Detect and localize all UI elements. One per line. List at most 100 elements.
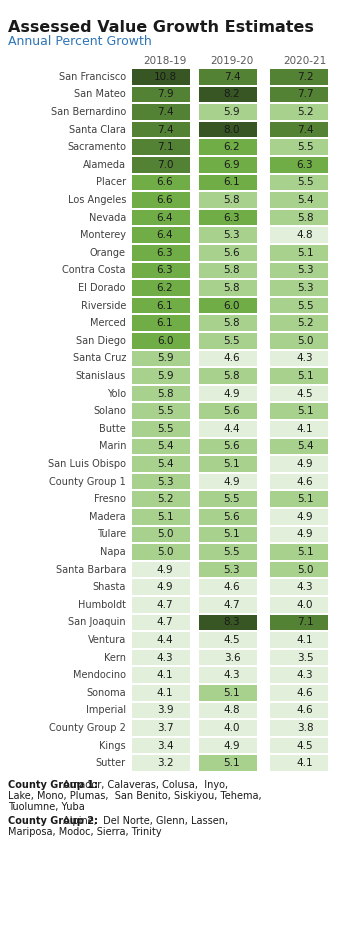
Bar [132,597,190,613]
Bar [199,685,257,701]
Bar [199,351,257,366]
Bar [132,456,190,471]
Text: 5.6: 5.6 [224,407,240,416]
Bar [199,386,257,402]
Bar [199,263,257,279]
Bar [132,720,190,736]
Text: 4.1: 4.1 [297,635,313,645]
Text: 4.9: 4.9 [297,512,313,522]
Bar [199,667,257,683]
Bar [199,650,257,665]
Text: Sonoma: Sonoma [86,688,126,698]
Text: Sutter: Sutter [96,758,126,768]
Text: 4.3: 4.3 [157,653,173,662]
Text: 4.8: 4.8 [297,231,313,240]
Text: 5.8: 5.8 [224,318,240,328]
Bar [199,756,257,771]
Text: 5.5: 5.5 [157,423,173,434]
Text: 4.9: 4.9 [157,565,173,575]
Text: 5.5: 5.5 [224,494,240,504]
Text: Riverside: Riverside [81,300,126,311]
Text: 10.8: 10.8 [154,72,177,82]
Bar [199,297,257,313]
Text: 5.6: 5.6 [224,247,240,258]
Bar [132,580,190,595]
Text: 4.7: 4.7 [157,599,173,610]
Text: Solano: Solano [93,407,126,416]
Bar [270,632,328,647]
Bar [132,421,190,437]
Text: 5.1: 5.1 [297,547,313,557]
Bar [199,544,257,560]
Text: 5.8: 5.8 [224,371,240,381]
Bar [270,87,328,103]
Text: 4.6: 4.6 [297,706,313,715]
Text: 4.9: 4.9 [224,741,240,751]
Bar [132,491,190,507]
Text: 5.3: 5.3 [224,565,240,575]
Text: Placer: Placer [96,178,126,187]
Text: 2018-19: 2018-19 [143,56,187,66]
Bar [270,544,328,560]
Text: 5.4: 5.4 [157,441,173,452]
Text: 4.5: 4.5 [224,635,240,645]
Text: 4.3: 4.3 [297,670,313,680]
Text: Stanislaus: Stanislaus [76,371,126,381]
Text: Tuolumne, Yuba: Tuolumne, Yuba [8,802,85,812]
Bar [270,351,328,366]
Text: 6.0: 6.0 [224,300,240,311]
Text: 7.9: 7.9 [157,89,173,100]
Text: 6.3: 6.3 [157,247,173,258]
Bar [270,527,328,542]
Bar [132,297,190,313]
Bar [270,263,328,279]
Text: 4.1: 4.1 [297,423,313,434]
Bar [132,69,190,85]
Text: 5.1: 5.1 [224,688,240,698]
Bar [132,315,190,331]
Bar [270,614,328,630]
Text: 3.2: 3.2 [157,758,173,768]
Bar [270,667,328,683]
Bar [132,632,190,647]
Bar [132,104,190,120]
Bar [199,121,257,137]
Bar [132,368,190,384]
Bar [132,333,190,348]
Bar [199,315,257,331]
Text: San Bernardino: San Bernardino [51,107,126,117]
Text: 7.1: 7.1 [297,617,313,628]
Text: 4.4: 4.4 [157,635,173,645]
Bar [270,756,328,771]
Bar [132,280,190,295]
Text: Amador, Calaveras, Colusa,  Inyo,: Amador, Calaveras, Colusa, Inyo, [60,780,228,790]
Text: 5.1: 5.1 [224,530,240,539]
Bar [132,157,190,172]
Text: 5.8: 5.8 [224,265,240,276]
Bar [199,491,257,507]
Bar [270,175,328,190]
Text: El Dorado: El Dorado [79,283,126,293]
Bar [270,139,328,155]
Text: San Francisco: San Francisco [59,72,126,82]
Bar [270,738,328,754]
Text: 3.6: 3.6 [224,653,240,662]
Text: 8.2: 8.2 [224,89,240,100]
Text: 3.8: 3.8 [297,723,313,733]
Bar [270,404,328,419]
Bar [270,297,328,313]
Text: 5.2: 5.2 [297,107,313,117]
Text: 5.4: 5.4 [297,441,313,452]
Text: County Group 2: County Group 2 [49,723,126,733]
Text: Kings: Kings [99,741,126,751]
Bar [132,509,190,524]
Bar [199,210,257,226]
Bar [270,562,328,578]
Bar [132,139,190,155]
Text: Santa Cruz: Santa Cruz [73,354,126,363]
Text: 6.6: 6.6 [157,195,173,205]
Text: 4.6: 4.6 [224,582,240,592]
Text: 6.0: 6.0 [157,336,173,345]
Text: San Diego: San Diego [76,336,126,345]
Text: 4.9: 4.9 [224,389,240,399]
